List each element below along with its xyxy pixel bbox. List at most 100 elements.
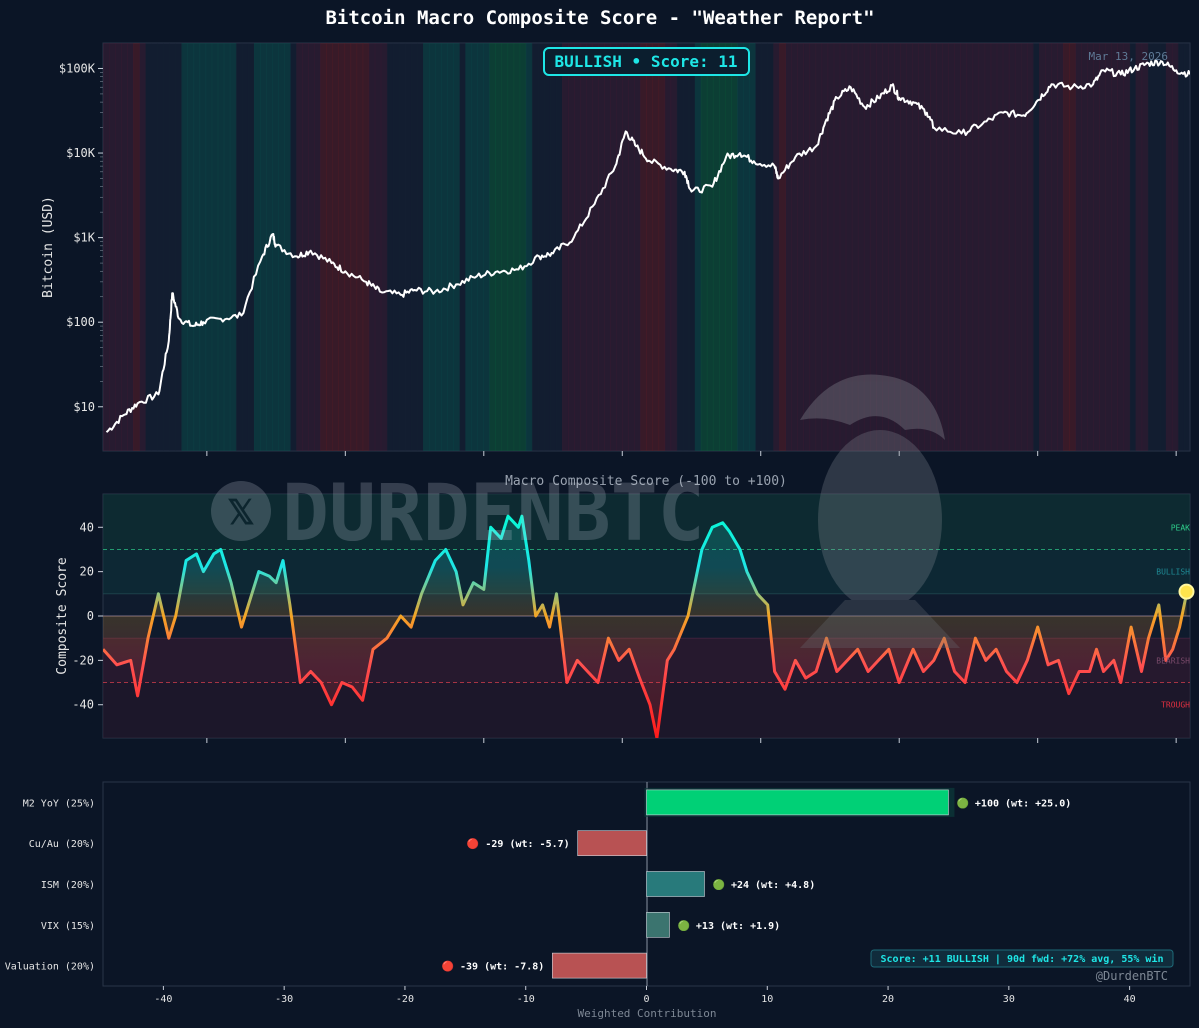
regime-band <box>429 43 436 451</box>
regime-band <box>417 43 424 451</box>
regime-band <box>580 43 587 451</box>
regime-band <box>266 43 273 451</box>
regime-band <box>990 43 998 451</box>
price-y-axis: $10 $100 $1K $10K $100K <box>59 61 103 414</box>
regime-band <box>767 43 774 451</box>
date-label: Mar 13, 2026 <box>1089 50 1168 63</box>
regime-band <box>827 43 835 451</box>
regime-band <box>1135 43 1143 451</box>
contribution-x-tick-label: 10 <box>761 994 773 1005</box>
contribution-x-tick-label: -10 <box>517 994 535 1005</box>
regime-band <box>549 43 557 451</box>
price-panel: $10 $100 $1K $10K $100K Bitcoin (USD) Mar 13… <box>41 42 1197 456</box>
regime-band <box>308 43 315 451</box>
regime-band <box>875 43 883 451</box>
x-logo-glyph: 𝕏 <box>227 493 254 533</box>
regime-band <box>525 43 533 451</box>
regime-band <box>1075 43 1082 451</box>
regime-band <box>610 43 617 451</box>
score-area <box>103 516 1187 738</box>
regime-band <box>423 43 430 451</box>
regime-band <box>700 43 708 451</box>
regime-band <box>640 43 647 451</box>
regime-band <box>1057 43 1064 451</box>
regime-band <box>984 43 992 451</box>
category-label: M2 YoY (25%) <box>23 798 95 809</box>
regime-band <box>284 43 291 451</box>
regime-band <box>362 43 370 451</box>
regime-band <box>181 43 189 451</box>
regime-band <box>839 43 847 451</box>
regime-band <box>1183 43 1190 451</box>
regime-band <box>592 43 599 451</box>
regime-band <box>894 43 901 451</box>
threshold-labels: PEAK BULLISH BEARISH TROUGH <box>1156 523 1190 709</box>
regime-band <box>773 43 780 451</box>
regime-band <box>791 43 798 451</box>
regime-band <box>1093 43 1100 451</box>
regime-band <box>574 43 581 451</box>
regime-band <box>658 43 666 451</box>
price-y-tick-label: $1K <box>73 231 95 245</box>
score-y-tick-label: -20 <box>72 653 94 667</box>
regime-band <box>1147 43 1155 451</box>
regime-band <box>863 43 871 451</box>
regime-band <box>561 43 569 451</box>
regime-band <box>888 43 895 451</box>
regime-band <box>260 43 267 451</box>
watermark: 𝕏 DURDENBTC <box>211 469 705 559</box>
regime-band <box>731 43 738 451</box>
regime-band <box>978 43 986 451</box>
category-label: VIX (15%) <box>41 921 95 932</box>
status-badge-box <box>543 47 750 76</box>
regime-band <box>821 43 829 451</box>
regime-band <box>477 43 484 451</box>
threshold-label: BULLISH <box>1156 568 1190 577</box>
contribution-x-tick-label: 0 <box>643 994 649 1005</box>
regime-band <box>338 43 346 451</box>
category-label: ISM (20%) <box>41 880 95 891</box>
regime-band <box>169 43 176 451</box>
regime-band <box>567 43 575 451</box>
regime-band <box>507 43 515 451</box>
regime-band <box>755 43 762 451</box>
regime-band <box>725 43 732 451</box>
regime-band <box>1099 43 1106 451</box>
bar-value-label: 🟢 +100 (wt: +25.0) <box>956 796 1071 809</box>
regime-band <box>193 43 201 451</box>
contribution-bar <box>646 789 949 816</box>
score-y-label: Composite Score <box>55 557 70 675</box>
regime-band <box>211 43 219 451</box>
regime-band <box>1153 43 1161 451</box>
score-y-tick-label: 40 <box>80 520 94 534</box>
regime-band <box>869 43 877 451</box>
regime-band <box>459 43 466 451</box>
contribution-x-tick-label: 30 <box>1003 994 1015 1005</box>
regime-band <box>374 43 382 451</box>
watermark-brand: DURDENBTC <box>282 469 705 559</box>
regime-band <box>1190 43 1197 451</box>
regime-band <box>664 43 672 451</box>
regime-band <box>241 43 249 451</box>
price-x-ticks <box>206 451 1177 456</box>
regime-band <box>670 43 678 451</box>
regime-band <box>296 43 303 451</box>
regime-band <box>1123 43 1131 451</box>
regime-band <box>712 43 720 451</box>
portrait-watermark <box>800 374 960 648</box>
contribution-x-tick-label: -20 <box>396 994 414 1005</box>
contribution-x-tick-label: 20 <box>882 994 894 1005</box>
regime-band <box>1105 43 1112 451</box>
contribution-x-tick-label: 40 <box>1124 994 1136 1005</box>
score-panel: -40 -20 0 20 40 PEAK BULLISH BEARISH TROUGH Mac… <box>55 474 1195 743</box>
score-x-ticks <box>206 738 1177 743</box>
regime-band <box>356 43 364 451</box>
regime-band <box>966 43 974 451</box>
score-y-axis: -40 -20 0 20 40 <box>72 520 103 712</box>
contribution-x-label: Weighted Contribution <box>577 1007 716 1020</box>
page-title: Bitcoin Macro Composite Score - "Weather… <box>325 7 874 29</box>
regime-band <box>785 43 792 451</box>
threshold-label: TROUGH <box>1161 701 1190 710</box>
regime-band <box>1171 43 1179 451</box>
regime-band <box>410 43 418 451</box>
